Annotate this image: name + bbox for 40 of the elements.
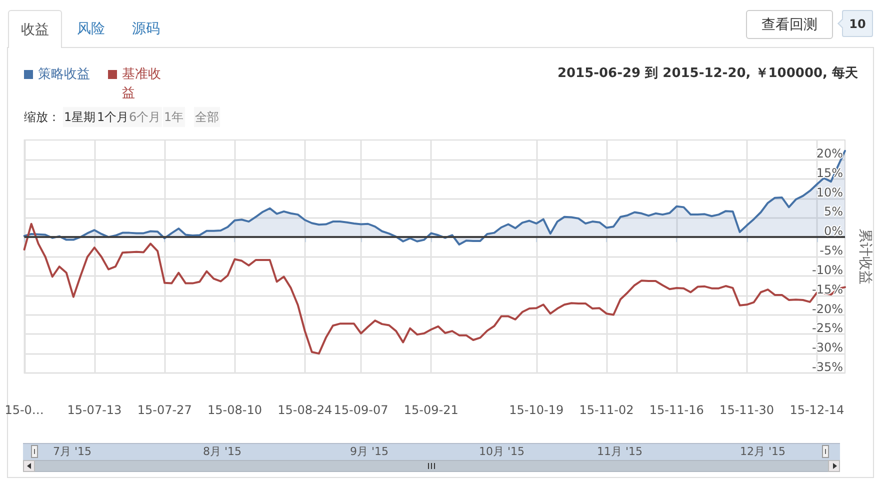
x-tick-label: 15-0… [4,403,44,417]
y-tick-label: 5% [824,204,843,219]
zoom-button[interactable]: 全部 [194,107,220,127]
y-tick-label: 0% [824,224,843,238]
x-tick-label: 15-11-30 [720,403,774,417]
y-tick-label: -20% [812,302,843,316]
navigator[interactable]: 7月 '15 8月 '15 9月 '15 10月 '15 11月 '15 12月 '15 [23,443,840,460]
y-tick-label: 20% [816,146,843,160]
x-tick-label: 15-08-10 [208,403,262,417]
x-tick-label: 15-09-07 [334,403,388,417]
tab[interactable]: 风险 [69,10,113,47]
x-tick-label: 15-07-13 [67,403,122,417]
y-tick-label: -5% [820,244,843,258]
zoom-button[interactable]: 1年 [163,107,185,127]
legend-label: 基准收益 [122,66,162,103]
x-tick-label: 15-11-16 [649,403,704,417]
x-tick-label: 15-10-19 [509,403,564,417]
x-tick-label: 15-12-14 [790,403,844,417]
x-tick-label: 15-07-27 [137,403,192,417]
zoom-button[interactable]: 1星期 [63,107,97,127]
x-tick-label: 15-09-21 [404,403,458,417]
zoom-button[interactable]: 6个月 [128,107,162,127]
y-tick-label: -10% [812,262,843,277]
tab[interactable]: 源码 [124,10,168,47]
legend-label: 策略收益 [38,66,90,84]
zoom-button[interactable]: 1个月 [96,107,130,127]
y-tick-label: -25% [812,321,843,336]
x-tick-label: 15-08-24 [278,403,332,417]
scroll-left-button[interactable] [23,460,35,472]
chart-subtitle: 2015-06-29 到 2015-12-20, ￥100000, 每天 [557,65,858,83]
y-tick-label: -30% [812,340,843,355]
text: 缩放： [24,109,60,126]
button[interactable]: 查看回测 [746,10,833,39]
tab[interactable]: 收益 [8,10,62,48]
scrollbar[interactable] [23,460,840,472]
y-axis-title: 累计收益 [857,228,873,284]
y-tick-label: 10% [816,185,843,200]
x-tick-label: 15-11-02 [579,403,634,417]
y-tick-label: -35% [812,360,843,374]
scroll-right-button[interactable] [828,460,840,472]
